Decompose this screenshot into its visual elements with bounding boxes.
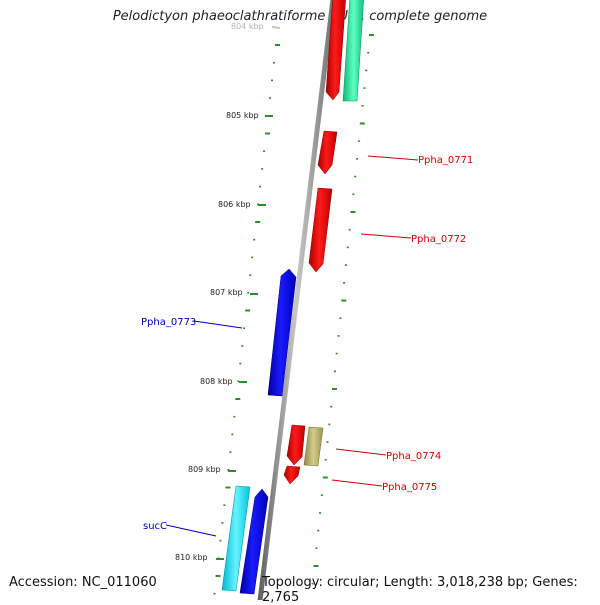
forward-track-ticks [311,34,374,585]
leader-succ [165,524,217,537]
forward-genes [283,0,364,485]
genome-backbone [257,0,336,600]
kbp-label-804: 804 kbp [231,22,264,31]
leader-ppha-0772 [360,233,412,239]
kbp-label-805: 805 kbp [226,111,259,120]
kbp-tick-804 [271,26,281,29]
gene-arrow-khaki[interactable] [303,426,324,467]
gene-arrow-ppha-0771[interactable] [317,130,338,175]
gene-label-ppha-0775[interactable]: Ppha_0775 [382,482,437,493]
genome-title: Pelodictyon phaeoclathratiforme BU-1, co… [112,9,488,24]
gene-arrow-red-top[interactable] [325,0,346,101]
accession-text: Accession: NC_011060 [9,575,157,590]
kbp-label-810: 810 kbp [175,553,208,562]
gene-arrow-cyan-succ[interactable] [221,485,251,592]
gene-label-ppha-0771[interactable]: Ppha_0771 [418,155,473,166]
leader-ppha-0774 [335,448,387,456]
reverse-genes [221,268,297,595]
gene-label-ppha-0772[interactable]: Ppha_0772 [411,234,466,245]
kbp-label-807: 807 kbp [210,288,243,297]
gene-label-ppha-0773[interactable]: Ppha_0773 [141,317,196,328]
gene-arrow-ppha-0775[interactable] [283,465,301,485]
kbp-label-808: 808 kbp [200,377,233,386]
genome-stats-text: Topology: circular; Length: 3,018,238 bp… [262,575,578,605]
gene-arrow-ppha-0772[interactable] [308,187,333,273]
gene-arrow-succ[interactable] [239,488,269,595]
leader-ppha-0775 [331,479,383,487]
leader-ppha-0771 [367,155,419,161]
gene-label-succ[interactable]: sucC [143,521,167,532]
leader-ppha-0773 [193,320,243,329]
gene-arrow-green-top[interactable] [342,0,364,102]
gene-labels: Ppha_0771 Ppha_0772 Ppha_0773 Ppha_0774 … [141,155,473,537]
kbp-label-806: 806 kbp [218,200,251,209]
scale-ruler: 804 kbp 805 kbp 806 kbp 807 kbp 808 kbp … [175,22,281,562]
gene-label-ppha-0774[interactable]: Ppha_0774 [386,451,441,462]
gene-arrow-ppha-0774[interactable] [286,424,306,466]
kbp-label-809: 809 kbp [188,465,221,474]
gene-arrow-ppha-0773[interactable] [267,268,297,397]
